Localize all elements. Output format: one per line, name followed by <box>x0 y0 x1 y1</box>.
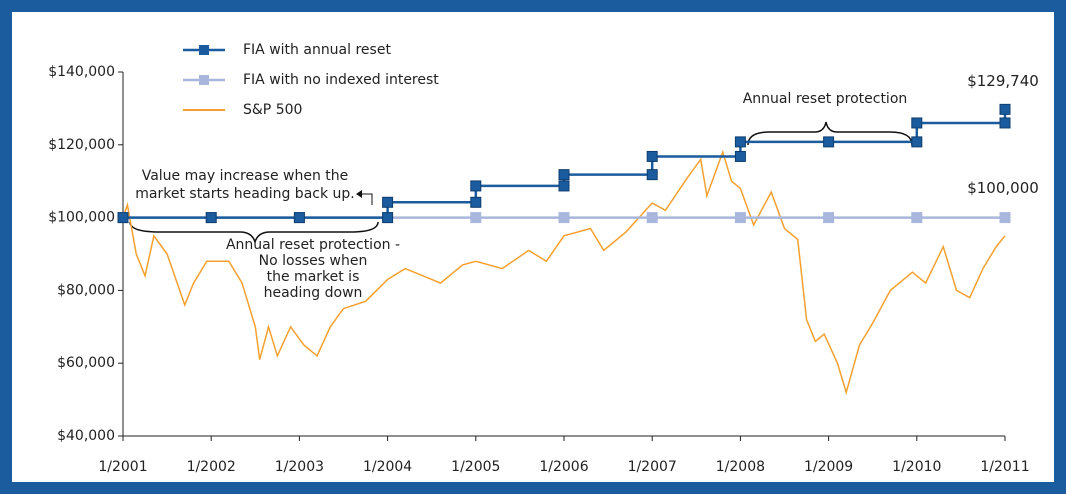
legend-marker <box>199 45 209 55</box>
y-tick-label: $120,000 <box>48 137 115 153</box>
marker <box>823 136 835 148</box>
marker <box>646 169 658 181</box>
marker <box>999 103 1011 115</box>
x-tick-label: 1/2004 <box>363 459 412 475</box>
marker <box>558 180 570 192</box>
x-tick-label: 1/2011 <box>980 459 1029 475</box>
annotation: heading down <box>264 285 363 301</box>
value-label: $100,000 <box>967 179 1039 197</box>
marker <box>911 212 923 224</box>
x-tick-label: 1/2008 <box>716 459 765 475</box>
marker <box>382 196 394 208</box>
marker <box>470 180 482 192</box>
marker <box>734 212 746 224</box>
marker <box>646 150 658 162</box>
x-tick-label: 1/2007 <box>628 459 677 475</box>
annotation: No losses when <box>259 253 368 269</box>
brace <box>747 121 913 146</box>
marker <box>911 136 923 148</box>
legend-label: FIA with annual reset <box>243 42 391 58</box>
marker <box>293 212 305 224</box>
annotation: market starts heading back up. <box>135 186 354 202</box>
x-tick-label: 1/2009 <box>804 459 853 475</box>
brace <box>129 221 379 245</box>
marker <box>382 212 394 224</box>
legend-label: S&P 500 <box>243 102 302 118</box>
x-tick-label: 1/2010 <box>892 459 941 475</box>
marker <box>117 212 129 224</box>
marker <box>205 212 217 224</box>
marker <box>558 212 570 224</box>
annotation: the market is <box>267 269 360 285</box>
x-tick-label: 1/2002 <box>187 459 236 475</box>
x-tick-label: 1/2003 <box>275 459 324 475</box>
marker <box>999 117 1011 129</box>
marker <box>646 212 658 224</box>
marker <box>558 169 570 181</box>
value-label: $129,740 <box>967 72 1039 90</box>
marker <box>470 212 482 224</box>
x-tick-label: 1/2001 <box>98 459 147 475</box>
annotation: Value may increase when the <box>142 168 349 184</box>
annotation: Annual reset protection <box>743 91 908 107</box>
marker <box>734 150 746 162</box>
series-line <box>122 149 1006 396</box>
marker <box>734 136 746 148</box>
annotation: Annual reset protection - <box>226 237 400 253</box>
marker <box>470 196 482 208</box>
arrow-head <box>356 190 362 198</box>
arrow <box>360 193 373 205</box>
legend-label: FIA with no indexed interest <box>243 72 439 88</box>
y-tick-label: $140,000 <box>48 64 115 80</box>
y-tick-label: $60,000 <box>57 355 115 371</box>
marker <box>999 212 1011 224</box>
x-tick-label: 1/2005 <box>451 459 500 475</box>
y-tick-label: $80,000 <box>57 282 115 298</box>
y-tick-label: $100,000 <box>48 210 115 226</box>
marker <box>911 117 923 129</box>
legend-marker <box>199 75 209 85</box>
y-tick-label: $40,000 <box>57 428 115 444</box>
x-tick-label: 1/2006 <box>539 459 588 475</box>
marker <box>823 212 835 224</box>
